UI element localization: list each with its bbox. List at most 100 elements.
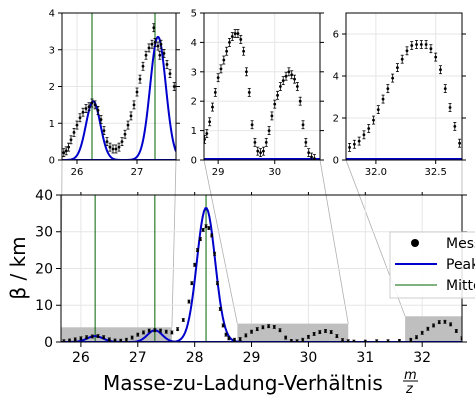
data-point (224, 333, 228, 336)
data-point (222, 58, 226, 62)
axes-frame (345, 12, 463, 161)
data-point (290, 73, 294, 77)
data-point (295, 85, 299, 88)
data-point (130, 336, 134, 339)
data-point (256, 149, 260, 153)
data-point (250, 123, 254, 127)
data-point (409, 338, 413, 342)
data-point (79, 337, 83, 340)
data-point (362, 133, 366, 137)
data-point (64, 149, 68, 153)
data-point (147, 46, 151, 50)
data-point (357, 139, 361, 143)
data-point (102, 129, 106, 133)
y-tick-label: 0 (49, 156, 55, 167)
x-tick-label: 28 (186, 350, 204, 366)
data-point (216, 76, 220, 80)
data-point (216, 281, 219, 285)
data-point (181, 318, 185, 322)
data-point (117, 145, 121, 149)
y-tick-label: 6 (333, 30, 339, 41)
data-point (141, 64, 145, 68)
inset-panel-3: 32.0 32.5 0 2 4 6 (333, 12, 466, 178)
data-point (386, 87, 390, 90)
data-point (204, 224, 208, 228)
x-tick-label: 32 (413, 350, 431, 366)
data-point (307, 335, 310, 339)
data-point (244, 334, 248, 337)
data-point (135, 90, 139, 94)
data-point (432, 324, 435, 327)
data-point (434, 55, 438, 59)
data-point (90, 335, 94, 338)
data-point (247, 90, 251, 94)
data-point (211, 105, 214, 109)
data-point (439, 68, 442, 72)
data-point (170, 331, 174, 334)
data-point (108, 338, 111, 341)
data-point (307, 151, 311, 155)
data-point (225, 49, 229, 53)
data-point (449, 323, 452, 326)
legend-label-fit: Peak-Fit (446, 257, 475, 273)
data-point (230, 35, 234, 38)
data-point (410, 44, 414, 47)
data-point (276, 93, 279, 97)
data-point (221, 324, 225, 327)
y-tick-label: 5 (191, 9, 197, 20)
data-point (267, 324, 270, 328)
data-point (219, 67, 223, 71)
data-point (158, 53, 162, 57)
data-point (213, 90, 217, 94)
y-tick-label: 20 (35, 261, 53, 277)
data-point (272, 325, 276, 329)
data-point (301, 123, 305, 127)
legend: Messwerte Peak-Fit Mitte (389, 231, 475, 299)
data-point (126, 123, 130, 127)
data-point (62, 339, 66, 342)
data-point (284, 336, 287, 339)
data-point (208, 120, 212, 124)
data-point (310, 155, 313, 159)
data-point (455, 329, 458, 333)
zoom-region-band (237, 323, 349, 342)
data-point (261, 326, 265, 329)
data-point (153, 41, 157, 44)
data-point (136, 333, 140, 336)
zoom-connector (171, 159, 177, 328)
plot-area (204, 13, 320, 160)
data-point (196, 248, 199, 252)
data-point (312, 332, 316, 336)
x-axis-label: Masse-zu-Ladung-Verhältnis (103, 371, 383, 395)
x-tick-label: 31 (356, 350, 374, 366)
x-tick-label: 27 (129, 350, 147, 366)
data-point (267, 129, 271, 133)
data-point (278, 85, 282, 88)
data-point (69, 138, 73, 142)
x-tick-label: 29 (212, 167, 225, 178)
data-point (105, 140, 109, 144)
data-point (190, 281, 194, 285)
y-tick-label: 4 (49, 9, 55, 20)
data-point (437, 320, 441, 324)
data-point (400, 57, 404, 61)
data-point (96, 108, 100, 112)
zoom-region-band (405, 316, 462, 342)
data-point (290, 339, 293, 342)
data-point (348, 146, 351, 149)
data-point (213, 252, 216, 256)
data-point (335, 334, 339, 338)
data-point (298, 99, 302, 103)
data-point (253, 140, 257, 144)
data-point (287, 70, 291, 74)
data-point (233, 338, 236, 342)
y-tick-label: 3 (49, 45, 55, 56)
data-point (372, 118, 375, 122)
data-point (415, 43, 418, 46)
y-axis-label: β / km (6, 236, 30, 299)
data-point (85, 335, 88, 339)
data-point (236, 32, 240, 35)
data-point (264, 140, 268, 144)
data-point (278, 328, 282, 332)
data-point (120, 140, 124, 144)
